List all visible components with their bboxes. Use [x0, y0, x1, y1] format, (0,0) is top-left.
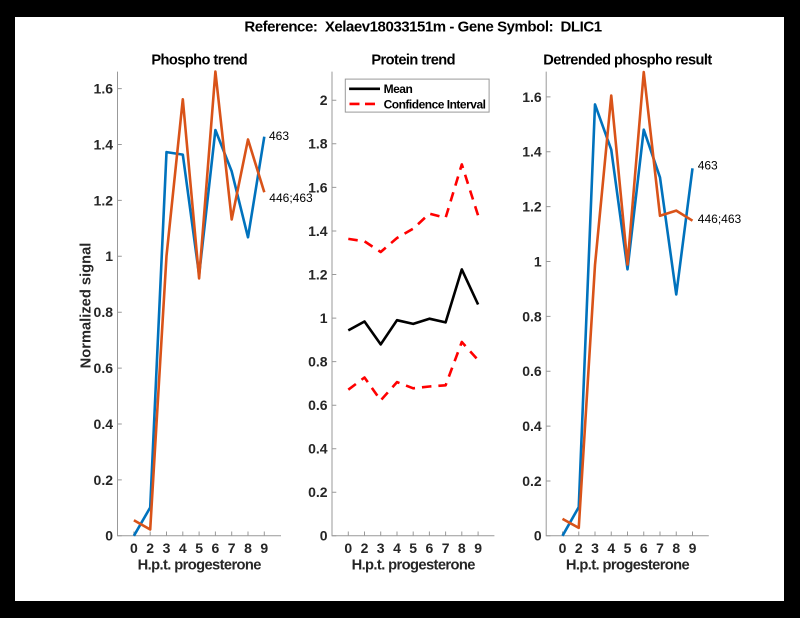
svg-text:9: 9 [689, 540, 697, 556]
svg-text:H.p.t. progesterone: H.p.t. progesterone [138, 557, 262, 573]
svg-text:5: 5 [624, 540, 632, 556]
svg-text:4: 4 [179, 540, 187, 556]
svg-text:0: 0 [559, 540, 567, 556]
svg-text:0.6: 0.6 [308, 397, 328, 413]
svg-text:6: 6 [426, 540, 434, 556]
svg-text:7: 7 [228, 540, 236, 556]
svg-text:446;463: 446;463 [269, 191, 313, 205]
svg-text:1.2: 1.2 [94, 192, 114, 208]
svg-text:0.8: 0.8 [308, 354, 328, 370]
svg-text:6: 6 [212, 540, 220, 556]
svg-text:0: 0 [130, 540, 138, 556]
svg-text:1.4: 1.4 [308, 223, 328, 239]
svg-text:1: 1 [534, 253, 542, 269]
svg-text:Normalized signal: Normalized signal [79, 243, 95, 369]
svg-text:1.6: 1.6 [308, 179, 328, 195]
svg-text:2: 2 [361, 540, 369, 556]
svg-text:0.6: 0.6 [522, 363, 542, 379]
svg-text:4: 4 [393, 540, 401, 556]
svg-text:0.2: 0.2 [94, 472, 114, 488]
svg-text:1: 1 [320, 310, 328, 326]
svg-text:Mean: Mean [384, 82, 413, 96]
svg-text:0: 0 [105, 528, 113, 544]
svg-text:5: 5 [409, 540, 417, 556]
svg-text:8: 8 [458, 540, 466, 556]
svg-text:2: 2 [146, 540, 154, 556]
svg-text:0: 0 [534, 528, 542, 544]
svg-text:9: 9 [474, 540, 482, 556]
svg-text:0: 0 [344, 540, 352, 556]
svg-text:Confidence Interval: Confidence Interval [384, 97, 486, 111]
svg-text:2: 2 [575, 540, 583, 556]
svg-text:1.6: 1.6 [522, 89, 542, 105]
svg-text:3: 3 [377, 540, 385, 556]
svg-text:Protein trend: Protein trend [371, 53, 455, 69]
svg-text:446;463: 446;463 [698, 212, 742, 226]
svg-text:H.p.t. progesterone: H.p.t. progesterone [352, 557, 476, 573]
svg-text:Detrended phospho result: Detrended phospho result [543, 53, 712, 69]
svg-text:1.4: 1.4 [522, 144, 542, 160]
svg-text:1.6: 1.6 [94, 81, 114, 97]
svg-text:0: 0 [320, 528, 328, 544]
svg-text:1.2: 1.2 [522, 199, 542, 215]
svg-text:0.2: 0.2 [308, 484, 328, 500]
svg-text:H.p.t. progesterone: H.p.t. progesterone [566, 557, 690, 573]
svg-text:463: 463 [698, 159, 718, 173]
svg-text:7: 7 [442, 540, 450, 556]
svg-text:7: 7 [656, 540, 664, 556]
svg-text:1.8: 1.8 [308, 136, 328, 152]
svg-text:0.4: 0.4 [94, 416, 114, 432]
svg-text:1.2: 1.2 [308, 266, 328, 282]
svg-text:6: 6 [640, 540, 648, 556]
svg-text:4: 4 [607, 540, 615, 556]
svg-text:463: 463 [269, 129, 289, 143]
svg-text:0.6: 0.6 [94, 360, 114, 376]
svg-text:2: 2 [320, 92, 328, 108]
svg-text:3: 3 [163, 540, 171, 556]
svg-text:9: 9 [260, 540, 268, 556]
svg-text:Phospho trend: Phospho trend [151, 53, 247, 69]
svg-text:0.4: 0.4 [522, 418, 542, 434]
svg-text:8: 8 [244, 540, 252, 556]
svg-text:3: 3 [591, 540, 599, 556]
svg-text:1: 1 [105, 248, 113, 264]
svg-text:1.4: 1.4 [94, 136, 114, 152]
svg-text:0.8: 0.8 [522, 308, 542, 324]
svg-text:Reference: Xelaev18033151m -: Reference: Xelaev18033151m - Gene Symbol… [244, 19, 601, 36]
svg-text:0.4: 0.4 [308, 441, 328, 457]
svg-text:8: 8 [672, 540, 680, 556]
svg-text:0.8: 0.8 [94, 304, 114, 320]
svg-text:0.2: 0.2 [522, 473, 542, 489]
svg-text:5: 5 [195, 540, 203, 556]
